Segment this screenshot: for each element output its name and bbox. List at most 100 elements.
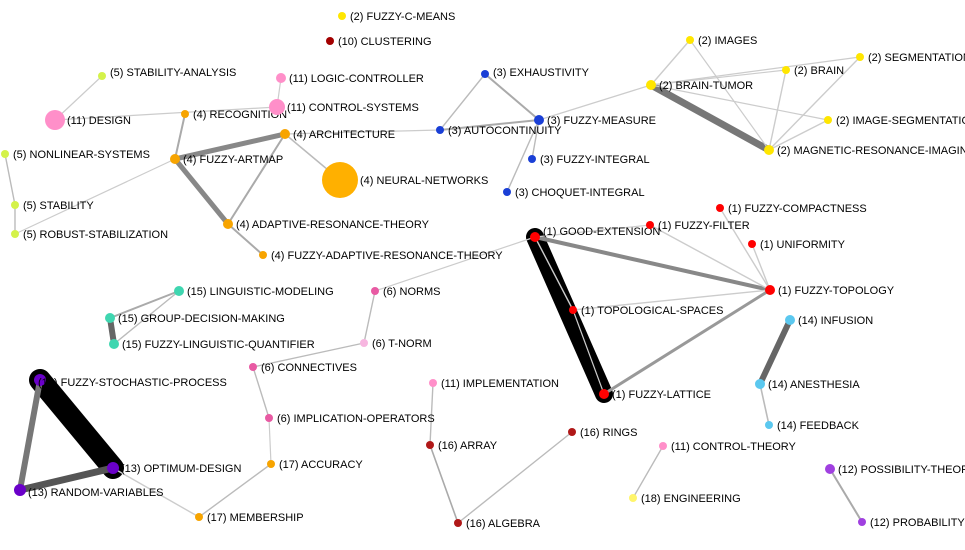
node bbox=[98, 72, 106, 80]
node-label: (6) CONNECTIVES bbox=[261, 362, 357, 374]
edge bbox=[633, 446, 663, 498]
node-label: (1) FUZZY-TOPOLOGY bbox=[778, 285, 895, 297]
node bbox=[530, 232, 540, 242]
node bbox=[11, 201, 19, 209]
edge bbox=[40, 380, 113, 468]
node bbox=[326, 37, 334, 45]
node-label: (2) SEGMENTATION bbox=[868, 52, 965, 64]
node bbox=[755, 379, 765, 389]
node bbox=[259, 251, 267, 259]
node bbox=[276, 73, 286, 83]
node-label: (12) PROBABILITY bbox=[870, 517, 965, 529]
node bbox=[646, 221, 654, 229]
node-label: (1) GOOD-EXTENSION bbox=[543, 226, 660, 238]
node-label: (18) ENGINEERING bbox=[641, 493, 741, 505]
node bbox=[659, 442, 667, 450]
node bbox=[503, 188, 511, 196]
node bbox=[109, 339, 119, 349]
node-label: (1) UNIFORMITY bbox=[760, 239, 846, 251]
node bbox=[426, 441, 434, 449]
node bbox=[528, 155, 536, 163]
node-label: (16) ALGEBRA bbox=[466, 518, 541, 530]
node-label: (6) IMPLICATION-OPERATORS bbox=[277, 413, 435, 425]
node-label: (16) RINGS bbox=[580, 427, 637, 439]
node-label: (17) ACCURACY bbox=[279, 459, 363, 471]
node bbox=[249, 363, 257, 371]
edge bbox=[20, 380, 40, 490]
edge bbox=[5, 154, 15, 205]
node bbox=[716, 204, 724, 212]
node-label: (16) ARRAY bbox=[438, 440, 498, 452]
node-label: (13) RANDOM-VARIABLES bbox=[28, 487, 164, 499]
node-label: (1) FUZZY-LATTICE bbox=[612, 389, 711, 401]
node bbox=[629, 494, 637, 502]
node-label: (11) IMPLEMENTATION bbox=[441, 378, 559, 390]
edge bbox=[830, 469, 862, 522]
node-label: (5) NONLINEAR-SYSTEMS bbox=[13, 149, 150, 161]
node bbox=[599, 389, 609, 399]
node-label: (2) IMAGES bbox=[698, 35, 757, 47]
node bbox=[371, 287, 379, 295]
node-label: (14) ANESTHESIA bbox=[768, 379, 860, 391]
node-label: (11) DESIGN bbox=[67, 115, 131, 127]
node bbox=[269, 99, 285, 115]
node-label: (17) MEMBERSHIP bbox=[207, 512, 304, 524]
node-label: (3) EXHAUSTIVITY bbox=[493, 67, 590, 79]
node-label: (3) CHOQUET-INTEGRAL bbox=[515, 187, 645, 199]
node bbox=[360, 339, 368, 347]
node bbox=[429, 379, 437, 387]
node bbox=[686, 36, 694, 44]
node bbox=[436, 126, 444, 134]
edge bbox=[364, 291, 375, 343]
node bbox=[481, 70, 489, 78]
node-label: (4) FUZZY-ADAPTIVE-RESONANCE-THEORY bbox=[271, 250, 503, 262]
node-label: (14) INFUSION bbox=[798, 315, 873, 327]
node bbox=[280, 129, 290, 139]
node-label: (3) FUZZY-INTEGRAL bbox=[540, 154, 650, 166]
edge bbox=[440, 74, 485, 130]
node-label: (5) STABILITY-ANALYSIS bbox=[110, 67, 236, 79]
node bbox=[105, 313, 115, 323]
edge bbox=[175, 159, 228, 224]
node bbox=[267, 460, 275, 468]
node bbox=[764, 145, 774, 155]
node bbox=[782, 66, 790, 74]
node-label: (13) OPTIMUM-DESIGN bbox=[121, 463, 241, 475]
node-label: (4) NEURAL-NETWORKS bbox=[360, 175, 488, 187]
node bbox=[195, 513, 203, 521]
node-label: (3) FUZZY-MEASURE bbox=[547, 115, 656, 127]
edge bbox=[375, 237, 535, 291]
node bbox=[825, 464, 835, 474]
node-label: (15) GROUP-DECISION-MAKING bbox=[118, 313, 285, 325]
edge bbox=[651, 85, 769, 150]
node bbox=[454, 519, 462, 527]
node-label: (3) AUTOCONTINUITY bbox=[448, 125, 562, 137]
node bbox=[534, 115, 544, 125]
node bbox=[646, 80, 656, 90]
node bbox=[824, 116, 832, 124]
node bbox=[858, 518, 866, 526]
node-label: (12) POSSIBILITY-THEORY bbox=[838, 464, 965, 476]
edge bbox=[535, 237, 770, 290]
edge bbox=[175, 114, 185, 159]
node-label: (1) FUZZY-COMPACTNESS bbox=[728, 203, 867, 215]
node bbox=[338, 12, 346, 20]
node bbox=[765, 285, 775, 295]
node-label: (13) FUZZY-STOCHASTIC-PROCESS bbox=[38, 377, 227, 389]
node-label: (14) FEEDBACK bbox=[777, 420, 860, 432]
edge bbox=[253, 367, 269, 418]
node-label: (6) NORMS bbox=[383, 286, 440, 298]
node bbox=[748, 240, 756, 248]
node bbox=[568, 428, 576, 436]
node bbox=[322, 162, 358, 198]
node-label: (6) T-NORM bbox=[372, 338, 432, 350]
node bbox=[223, 219, 233, 229]
node-label: (2) BRAIN bbox=[794, 65, 844, 77]
node bbox=[170, 154, 180, 164]
node-label: (4) ADAPTIVE-RESONANCE-THEORY bbox=[236, 219, 430, 231]
node-label: (11) CONTROL-SYSTEMS bbox=[287, 102, 419, 114]
node-label: (4) ARCHITECTURE bbox=[293, 129, 395, 141]
node bbox=[569, 306, 577, 314]
node bbox=[181, 110, 189, 118]
node-label: (2) BRAIN-TUMOR bbox=[659, 80, 753, 92]
